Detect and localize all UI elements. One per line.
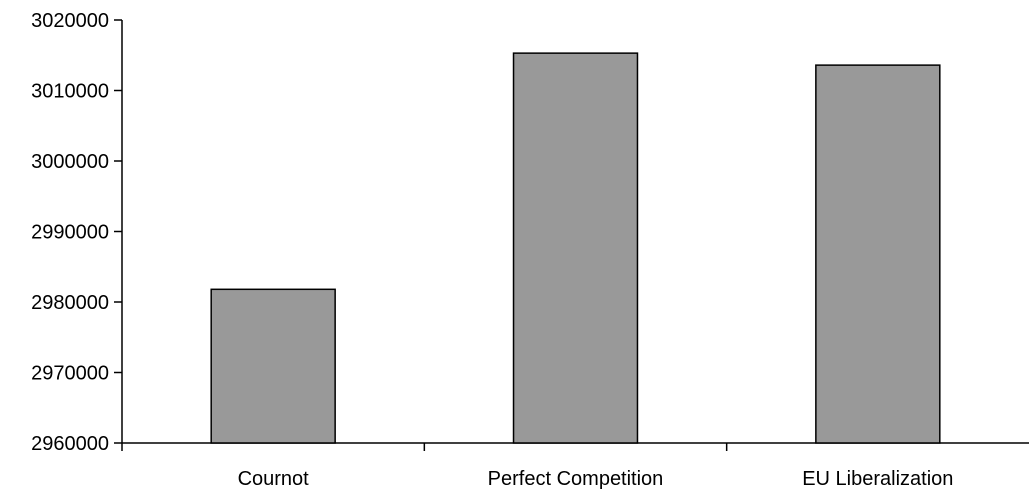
y-tick-label: 2990000 <box>31 222 109 244</box>
y-axis: 2960000 2970000 2980000 2990000 3000000 30100… <box>31 10 123 455</box>
y-tick-label: 3020000 <box>31 10 109 32</box>
x-category-label: EU Liberalization <box>802 468 953 490</box>
bars <box>210 52 941 444</box>
y-tick-label: 3000000 <box>31 151 109 173</box>
category-labels: Cournot Perfect Competition EU Liberalizat… <box>238 468 954 490</box>
bar-cournot <box>210 288 336 444</box>
x-category-label: Cournot <box>238 468 310 490</box>
y-tick-label: 3010000 <box>31 81 109 103</box>
y-tick-label: 2980000 <box>31 292 109 314</box>
y-tick-label: 2970000 <box>31 363 109 385</box>
x-axis <box>121 442 1029 451</box>
bar-perfect-competition <box>512 52 639 444</box>
y-tick-label: 2960000 <box>31 433 109 455</box>
bar-eu-liberalization <box>815 64 941 444</box>
x-category-label: Perfect Competition <box>488 468 664 490</box>
